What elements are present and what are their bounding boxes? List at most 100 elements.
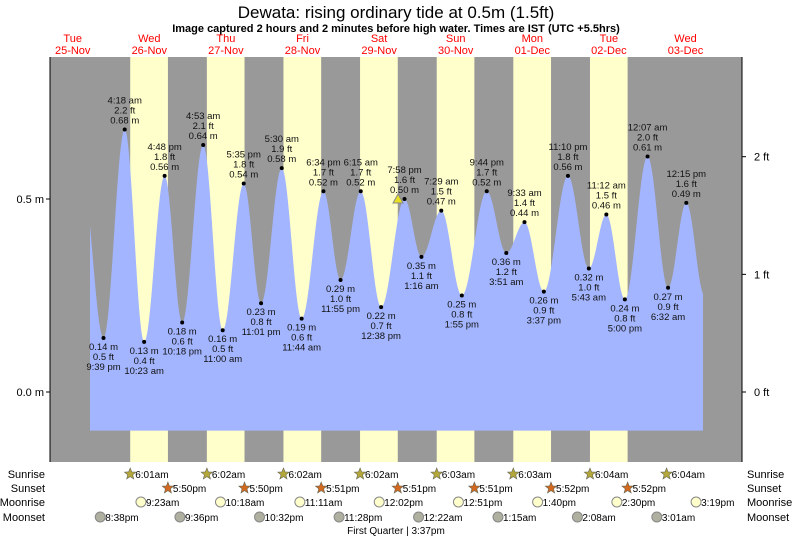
low-tide-label: 0.14 m	[89, 342, 118, 353]
moonrise-moon-icon	[690, 496, 702, 508]
high-tide-point	[645, 154, 650, 159]
low-tide-label: 0.32 m	[574, 272, 603, 283]
low-tide-point	[338, 278, 343, 283]
low-tide-point	[622, 297, 627, 302]
low-tide-label: 1.1 ft	[411, 271, 432, 282]
high-tide-label: 0.64 m	[189, 131, 218, 142]
low-tide-label: 0.18 m	[168, 327, 197, 338]
high-tide-point	[439, 208, 444, 213]
high-tide-point	[402, 197, 407, 201]
low-tide-label: 0.22 m	[367, 311, 396, 322]
day-weekday-label: Sun	[446, 33, 466, 45]
sunrise-icon	[583, 467, 597, 480]
sunset-icon	[467, 481, 481, 494]
low-tide-label: 6:32 am	[651, 312, 685, 323]
sunrise-row-label: Sunrise	[8, 469, 45, 481]
day-weekday-label: Sat	[371, 33, 388, 45]
low-tide-label: 0.36 m	[492, 257, 521, 268]
low-tide-label: 0.4 ft	[134, 356, 155, 367]
high-tide-label: 1.9 ft	[271, 144, 292, 155]
day-date-label: 27-Nov	[208, 45, 244, 57]
moonrise-moon-icon	[373, 496, 385, 508]
low-tide-label: 0.8 ft	[451, 310, 472, 321]
high-tide-label: 4:18 am	[108, 96, 142, 107]
high-tide-label: 4:53 am	[186, 111, 220, 122]
high-tide-label: 1.6 ft	[676, 179, 697, 190]
right-tick-label: 1 ft	[754, 269, 769, 281]
low-tide-label: 5:00 pm	[608, 323, 642, 334]
low-tide-label: 0.5 ft	[93, 352, 114, 363]
sunset-time: 5:50pm	[250, 484, 283, 495]
low-tide-label: 0.25 m	[447, 300, 476, 311]
sunrise-icon	[200, 467, 214, 480]
sunrise-icon	[277, 467, 290, 480]
low-tide-label: 0.13 m	[130, 346, 159, 357]
low-tide-label: 1.0 ft	[578, 282, 599, 293]
low-tide-label: 1:55 pm	[445, 320, 479, 331]
current-tide-marker	[392, 192, 404, 204]
left-tick-label: 0.5 m	[16, 194, 44, 206]
day-date-label: 03-Dec	[668, 45, 704, 57]
moonrise-time: 12:02pm	[384, 498, 423, 509]
high-tide-label: 11:12 am	[587, 180, 626, 191]
day-date-label: 01-Dec	[515, 45, 551, 57]
high-tide-label: 1.7 ft	[313, 167, 334, 178]
low-tide-label: 0.29 m	[326, 284, 355, 295]
high-tide-label: 1.8 ft	[154, 152, 175, 163]
low-tide-label: 10:23 am	[124, 366, 164, 377]
high-tide-label: 1.7 ft	[350, 167, 371, 178]
day-date-label: 29-Nov	[361, 45, 397, 57]
sunset-row-label: Sunset	[11, 483, 45, 495]
moonrise-time: 1:40pm	[543, 498, 576, 509]
moonset-row-label: Moonset	[3, 512, 45, 524]
low-tide-label: 0.24 m	[610, 303, 639, 314]
moonset-time: 3:01am	[662, 513, 695, 524]
sunset-icon	[391, 481, 405, 494]
high-tide-label: 1.8 ft	[557, 152, 578, 163]
sunrise-icon	[660, 467, 674, 480]
high-tide-label: 1.6 ft	[394, 175, 415, 186]
moonset-moon-icon	[651, 511, 663, 523]
high-tide-label: 11:10 pm	[548, 142, 587, 153]
sunset-icon	[314, 481, 328, 494]
high-tide-label: 0.52 m	[472, 177, 501, 188]
high-tide-point	[604, 212, 609, 217]
right-tick-label: 2 ft	[754, 152, 769, 164]
day-weekday-label: Tue	[600, 33, 619, 45]
low-tide-label: 11:44 am	[282, 343, 321, 354]
sunset-icon	[161, 481, 175, 494]
high-tide-label: 0.52 m	[346, 177, 375, 188]
sunset-time: 5:50pm	[173, 484, 206, 495]
high-tide-label: 5:35 pm	[227, 150, 261, 161]
low-tide-label: 5:43 am	[572, 292, 606, 303]
low-tide-label: 0.6 ft	[291, 333, 312, 344]
high-tide-label: 0.54 m	[229, 170, 258, 181]
sunrise-icon	[353, 467, 367, 480]
high-tide-label: 0.56 m	[150, 162, 179, 173]
low-tide-point	[142, 339, 147, 344]
low-tide-label: 3:51 am	[489, 277, 523, 288]
low-tide-point	[586, 266, 591, 271]
low-tide-label: 0.9 ft	[657, 302, 678, 313]
sunrise-icon	[123, 467, 137, 480]
low-tide-label: 11:01 pm	[242, 327, 281, 338]
moonrise-moon-icon	[452, 496, 464, 508]
high-tide-label: 1.5 ft	[596, 190, 617, 201]
moonrise-moon-icon	[214, 496, 226, 508]
day-weekday-label: Tue	[63, 33, 82, 45]
sunrise-time: 6:04am	[595, 470, 628, 481]
high-tide-label: 0.58 m	[267, 154, 296, 165]
moon-phase-label: First Quarter | 3:37pm	[347, 526, 445, 537]
low-tide-point	[379, 305, 384, 310]
high-tide-label: 1.4 ft	[514, 198, 535, 209]
sunset-time: 5:52pm	[633, 484, 666, 495]
low-tide-label: 1.0 ft	[330, 294, 351, 305]
low-tide-label: 0.6 ft	[172, 337, 193, 348]
low-tide-label: 11:55 pm	[321, 304, 360, 315]
high-tide-label: 4:48 pm	[147, 142, 181, 153]
high-tide-label: 6:34 pm	[306, 157, 340, 168]
day-date-label: 28-Nov	[285, 45, 321, 57]
sunset-time: 5:52pm	[556, 484, 589, 495]
water-level-area	[90, 129, 703, 431]
low-tide-label: 10:18 pm	[162, 347, 202, 358]
